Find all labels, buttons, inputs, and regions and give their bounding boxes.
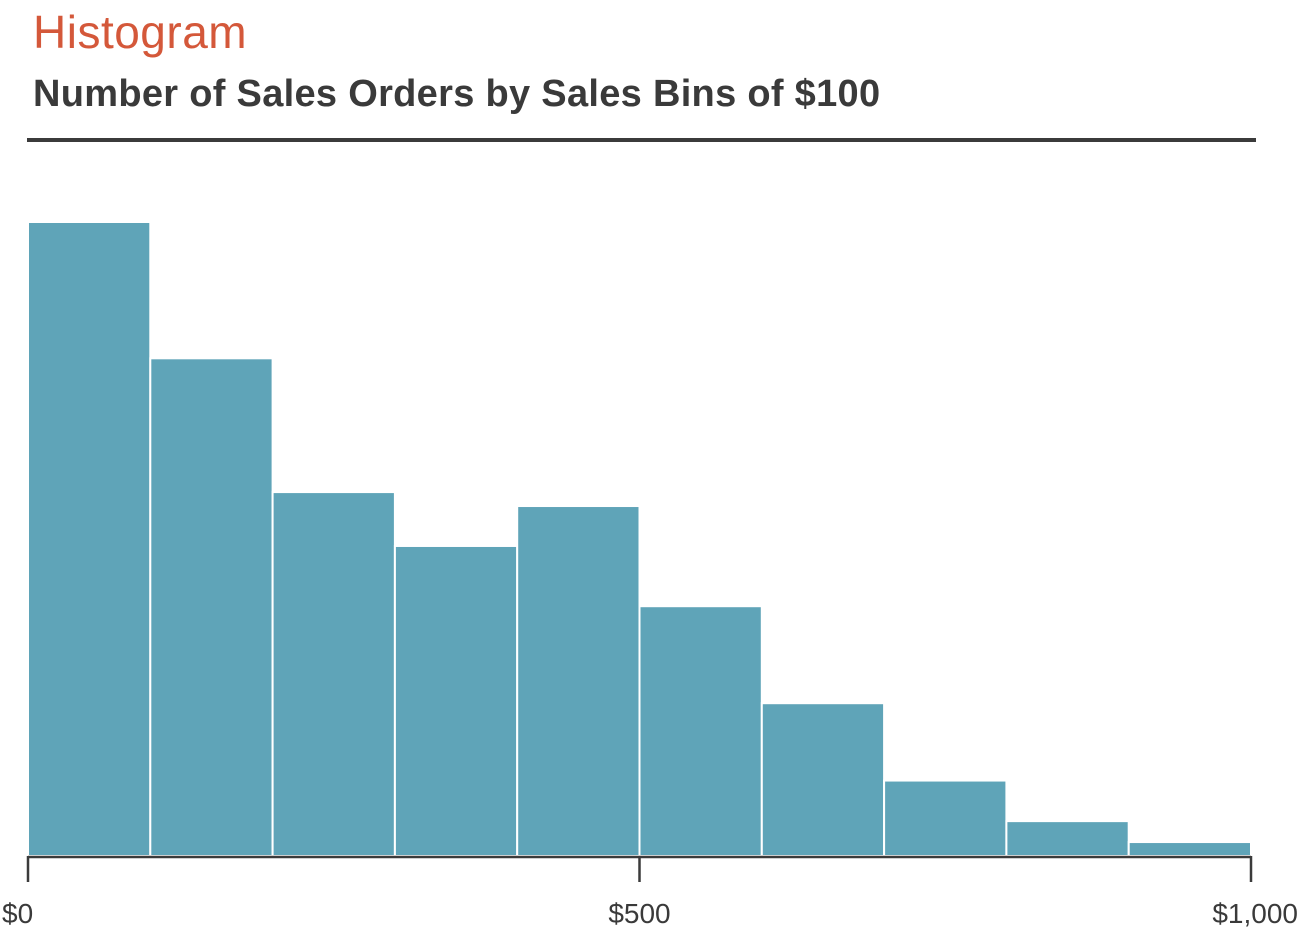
histogram-bar [1005, 820, 1130, 858]
chart-title: Histogram [33, 6, 248, 58]
chart-subtitle: Number of Sales Orders by Sales Bins of … [33, 73, 881, 115]
histogram-bar [516, 505, 641, 857]
histogram-bar [149, 357, 274, 857]
histogram-bar [393, 544, 519, 857]
histogram-bar [760, 702, 886, 857]
header-divider [27, 138, 1256, 142]
bars [27, 221, 1252, 858]
x-tick-label: $1,000 [1212, 898, 1298, 929]
histogram-bar [638, 605, 763, 857]
histogram-bar [271, 491, 396, 857]
x-tick-label: $500 [608, 898, 670, 929]
histogram-bar [27, 221, 152, 857]
x-tick-label: $0 [2, 898, 33, 929]
histogram-bar [1127, 841, 1252, 858]
histogram-bar [883, 779, 1008, 858]
